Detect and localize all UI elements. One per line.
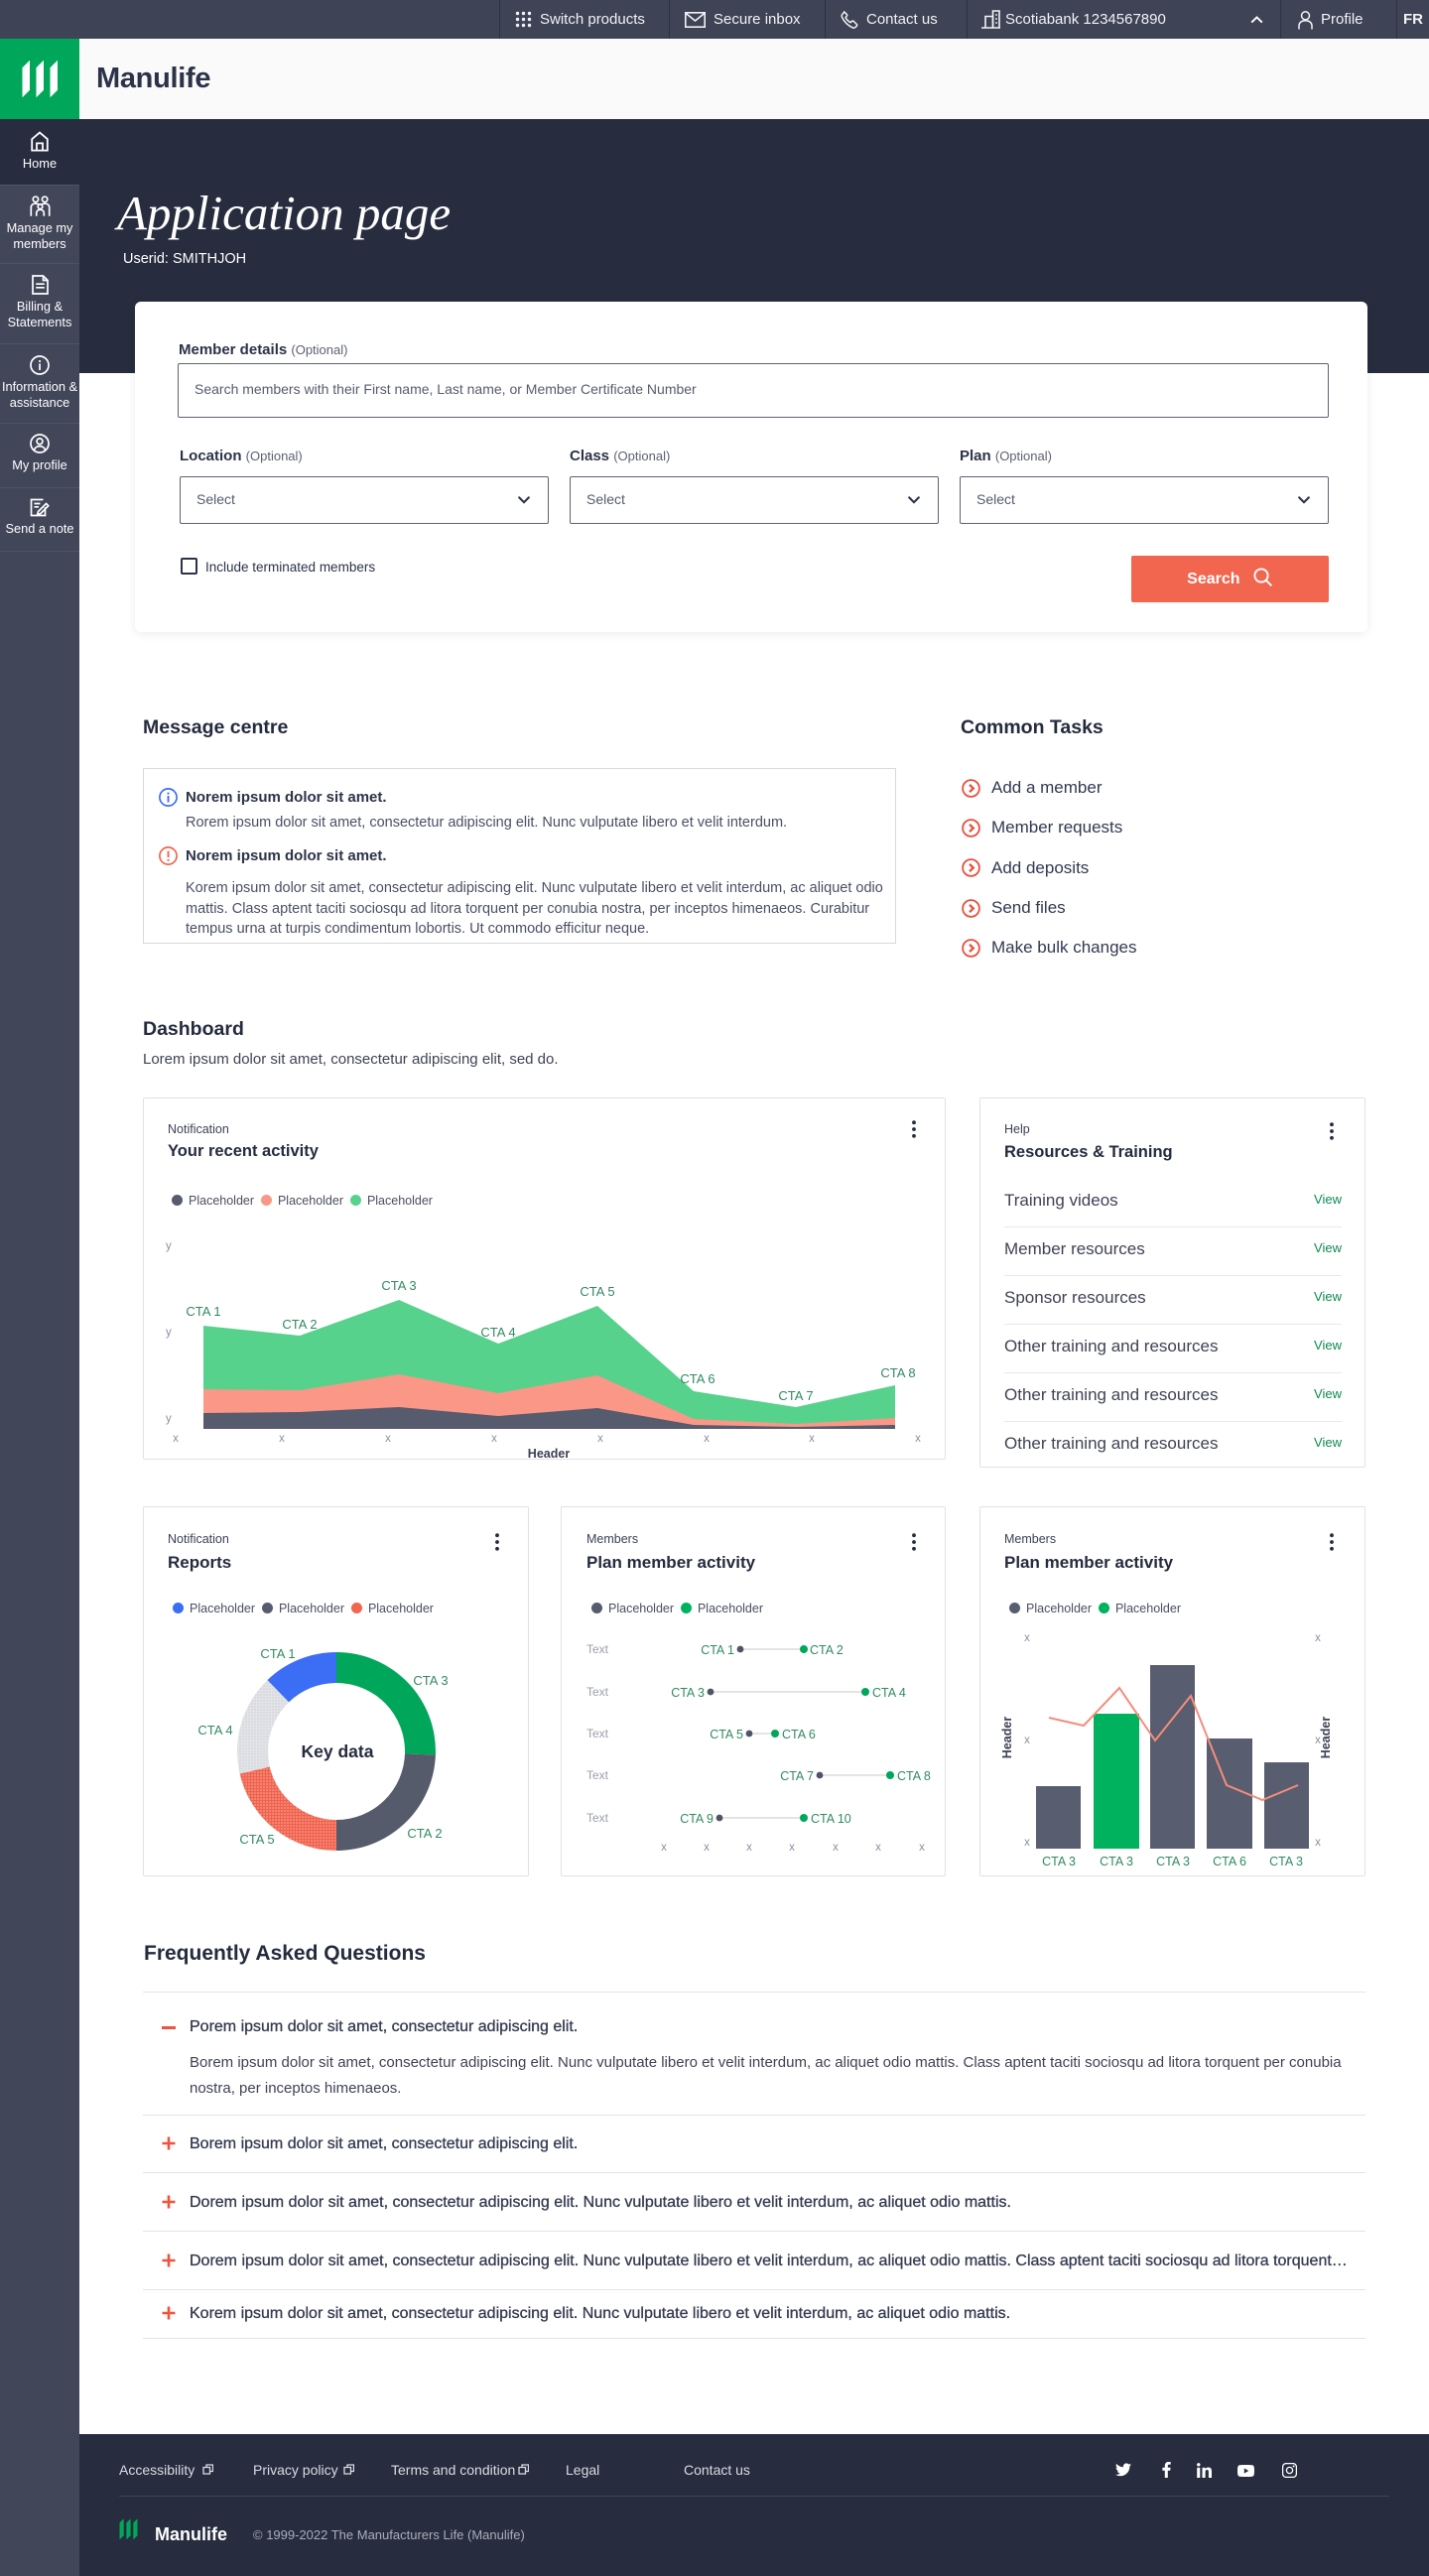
svg-text:CTA 6: CTA 6 — [782, 1728, 816, 1741]
svg-text:Text: Text — [586, 1727, 609, 1740]
svg-text:CTA 3: CTA 3 — [381, 1278, 416, 1293]
svg-text:CTA 2: CTA 2 — [407, 1826, 442, 1841]
svg-text:x: x — [809, 1433, 815, 1445]
svg-text:CTA 4: CTA 4 — [197, 1723, 232, 1738]
svg-text:Text: Text — [586, 1811, 609, 1825]
svg-text:CTA 9: CTA 9 — [680, 1812, 714, 1826]
svg-text:Header: Header — [1000, 1717, 1014, 1759]
svg-text:y: y — [166, 1327, 172, 1339]
svg-text:CTA 1: CTA 1 — [701, 1643, 734, 1657]
svg-text:x: x — [789, 1842, 795, 1854]
svg-text:CTA 3: CTA 3 — [1100, 1855, 1133, 1868]
svg-text:x: x — [1024, 1837, 1030, 1849]
svg-text:CTA 6: CTA 6 — [680, 1371, 714, 1386]
svg-text:Header: Header — [528, 1447, 571, 1461]
svg-text:x: x — [915, 1433, 921, 1445]
svg-text:CTA 5: CTA 5 — [239, 1832, 274, 1847]
svg-text:x: x — [746, 1842, 752, 1854]
svg-text:CTA 1: CTA 1 — [260, 1646, 295, 1661]
svg-text:CTA 5: CTA 5 — [710, 1728, 743, 1741]
svg-text:CTA 10: CTA 10 — [811, 1812, 851, 1826]
svg-text:x: x — [1315, 1632, 1321, 1644]
svg-text:x: x — [833, 1842, 839, 1854]
svg-text:CTA 7: CTA 7 — [778, 1388, 813, 1403]
svg-text:CTA 3: CTA 3 — [1156, 1855, 1190, 1868]
svg-text:CTA 1: CTA 1 — [186, 1304, 220, 1319]
svg-text:x: x — [597, 1433, 603, 1445]
svg-text:CTA 3: CTA 3 — [413, 1673, 448, 1688]
svg-text:Text: Text — [586, 1768, 609, 1782]
svg-text:x: x — [704, 1842, 710, 1854]
svg-text:Key data: Key data — [302, 1741, 374, 1761]
svg-text:x: x — [173, 1433, 179, 1445]
svg-text:Header: Header — [1319, 1717, 1333, 1759]
svg-text:x: x — [279, 1433, 285, 1445]
svg-text:x: x — [1315, 1735, 1321, 1746]
svg-text:CTA 5: CTA 5 — [580, 1284, 614, 1299]
svg-text:x: x — [385, 1433, 391, 1445]
svg-text:y: y — [166, 1413, 172, 1425]
svg-text:x: x — [661, 1842, 667, 1854]
svg-text:CTA 3: CTA 3 — [1042, 1855, 1076, 1868]
svg-text:CTA 4: CTA 4 — [872, 1686, 906, 1700]
svg-text:Text: Text — [586, 1685, 609, 1699]
svg-text:Text: Text — [586, 1642, 609, 1656]
svg-text:x: x — [1024, 1632, 1030, 1644]
svg-text:x: x — [491, 1433, 497, 1445]
svg-text:x: x — [704, 1433, 710, 1445]
svg-text:CTA 7: CTA 7 — [780, 1769, 814, 1783]
svg-text:CTA 2: CTA 2 — [282, 1317, 317, 1332]
svg-text:x: x — [875, 1842, 881, 1854]
svg-text:CTA 3: CTA 3 — [1269, 1855, 1303, 1868]
svg-text:x: x — [1315, 1837, 1321, 1849]
svg-text:y: y — [166, 1240, 172, 1252]
svg-text:CTA 4: CTA 4 — [480, 1325, 515, 1340]
svg-text:CTA 3: CTA 3 — [671, 1686, 705, 1700]
svg-text:CTA 8: CTA 8 — [880, 1365, 915, 1380]
svg-text:CTA 2: CTA 2 — [810, 1643, 844, 1657]
svg-text:x: x — [1024, 1735, 1030, 1746]
svg-text:CTA 8: CTA 8 — [897, 1769, 931, 1783]
svg-text:CTA 6: CTA 6 — [1213, 1855, 1246, 1868]
svg-text:x: x — [919, 1842, 925, 1854]
